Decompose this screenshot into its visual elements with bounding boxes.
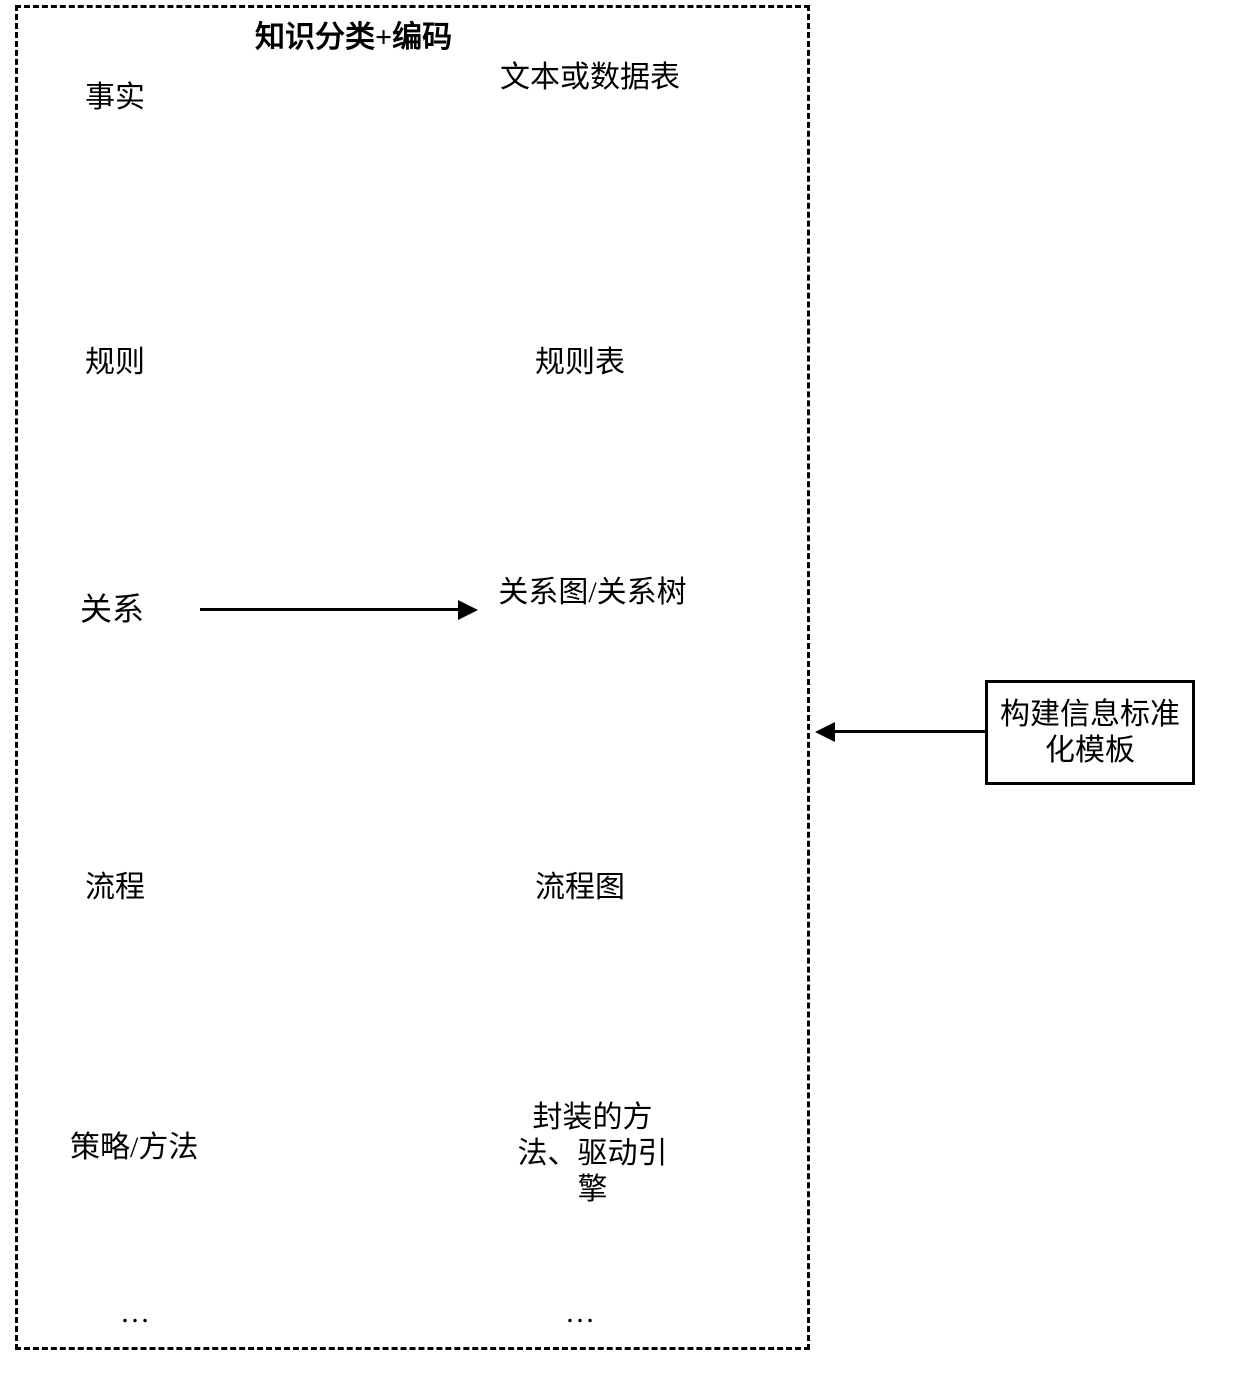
right-item-wrapped-method: 封装的方法、驱动引擎 bbox=[515, 1100, 670, 1208]
left-item-process: 流程 bbox=[85, 870, 145, 906]
diagram-root: 知识分类+编码 事实 规则 关系 流程 策略/方法 … 文本或数据表 规则表 关… bbox=[0, 0, 1240, 1400]
right-item-flowchart: 流程图 bbox=[535, 870, 625, 906]
center-arrow-head bbox=[458, 600, 478, 620]
left-item-strategy: 策略/方法 bbox=[70, 1130, 198, 1166]
right-item-ellipsis: … bbox=[565, 1295, 595, 1331]
external-arrow-head bbox=[815, 722, 835, 742]
left-item-ellipsis: … bbox=[120, 1295, 150, 1331]
left-item-relations: 关系 bbox=[80, 590, 144, 628]
left-item-rules: 规则 bbox=[85, 345, 145, 381]
external-arrow-line bbox=[835, 730, 985, 733]
external-box-label: 构建信息标准化模板 bbox=[996, 697, 1184, 769]
center-arrow-line bbox=[200, 608, 460, 611]
right-item-relation-graph: 关系图/关系树 bbox=[490, 575, 695, 611]
right-item-rule-table: 规则表 bbox=[535, 345, 625, 381]
diagram-title: 知识分类+编码 bbox=[255, 12, 452, 56]
right-item-text-data: 文本或数据表 bbox=[500, 60, 680, 96]
external-box: 构建信息标准化模板 bbox=[985, 680, 1195, 785]
left-item-facts: 事实 bbox=[85, 80, 145, 116]
